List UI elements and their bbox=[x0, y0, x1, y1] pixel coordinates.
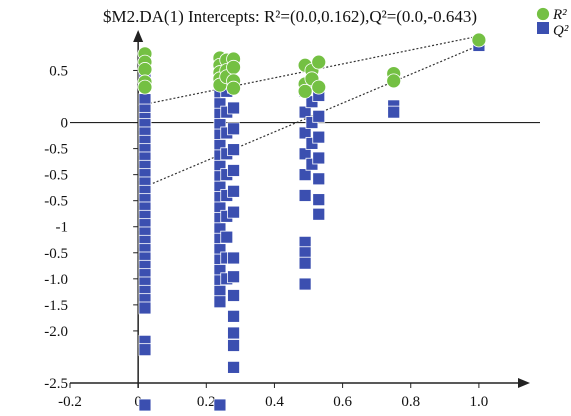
q2-point bbox=[298, 277, 312, 291]
q2-point bbox=[138, 301, 152, 315]
r2-point bbox=[226, 59, 241, 75]
r2-point bbox=[311, 79, 327, 95]
y-tick-label: -1.5 bbox=[44, 298, 68, 314]
q2-point bbox=[312, 109, 326, 123]
y-tick-label: -0.5 bbox=[44, 194, 68, 210]
q2-point bbox=[298, 189, 312, 202]
q2-point bbox=[138, 398, 152, 412]
q2-point bbox=[227, 289, 240, 302]
q2-point bbox=[312, 193, 326, 207]
q2-point bbox=[312, 151, 326, 165]
q2-point bbox=[213, 295, 227, 309]
y-tick-label: 0.5 bbox=[49, 63, 68, 79]
q2-point bbox=[312, 130, 326, 144]
r2-point bbox=[386, 73, 402, 89]
y-tick-label: -1.0 bbox=[44, 272, 68, 288]
y-tick-label: -0.5 bbox=[44, 142, 68, 158]
r2-point bbox=[297, 83, 313, 99]
q2-point bbox=[227, 143, 240, 157]
q2-point bbox=[312, 172, 326, 186]
r2-point bbox=[311, 54, 327, 70]
r2-point bbox=[137, 62, 153, 77]
q2-point bbox=[227, 339, 240, 352]
r2-point bbox=[471, 32, 487, 48]
q2-point bbox=[227, 270, 240, 284]
q2-point bbox=[298, 105, 312, 119]
y-tick-label: -0.5 bbox=[44, 246, 68, 262]
y-tick-label: 0 bbox=[61, 116, 69, 132]
legend-r2-marker bbox=[536, 7, 550, 21]
y-tick-label: -0.5 bbox=[44, 168, 68, 184]
q2-point bbox=[298, 168, 312, 182]
q2-point bbox=[227, 184, 240, 198]
x-tick-label: 0.4 bbox=[265, 394, 284, 410]
x-tick-label: -0.2 bbox=[58, 394, 82, 410]
x-axis-arrow bbox=[518, 378, 530, 388]
r2-point bbox=[226, 80, 241, 96]
y-tick-label: -1 bbox=[56, 220, 69, 236]
x-tick-label: 0.8 bbox=[401, 394, 420, 410]
q2-point bbox=[312, 207, 326, 221]
q2-point bbox=[138, 343, 152, 357]
x-tick-label: 0 bbox=[134, 394, 142, 410]
q2-point bbox=[227, 164, 240, 177]
q2-point bbox=[227, 122, 240, 136]
legend-q2-label: Q² bbox=[553, 23, 569, 39]
x-tick-label: 0.6 bbox=[333, 394, 352, 410]
q2-point bbox=[213, 398, 227, 412]
q2-point bbox=[227, 205, 240, 219]
q2-point bbox=[220, 230, 234, 244]
q2-point bbox=[227, 251, 240, 265]
q2-point bbox=[298, 147, 312, 161]
legend-r2-label: R² bbox=[552, 7, 567, 23]
q2-point bbox=[298, 256, 312, 270]
r2-series bbox=[137, 32, 487, 99]
q2-point bbox=[298, 126, 312, 140]
q2-point bbox=[227, 309, 240, 323]
y-tick-label: -2.0 bbox=[44, 324, 68, 340]
q2-point bbox=[227, 326, 240, 340]
q2-point bbox=[227, 101, 240, 115]
y-axis-arrow bbox=[133, 30, 144, 42]
y-tick-label: -2.5 bbox=[44, 376, 68, 392]
axes: -0.2 0 0.2 0.4 0.6 0.8 1.0 0.5 0 -0.5 -0.5 -0.5 -1 -0… bbox=[44, 30, 540, 410]
q2-point bbox=[387, 105, 401, 119]
legend-q2-marker bbox=[537, 22, 549, 34]
x-tick-label: 0.2 bbox=[197, 394, 216, 410]
x-tick-label: 1.0 bbox=[470, 394, 489, 410]
q2-point bbox=[227, 360, 240, 374]
r2-point bbox=[137, 79, 153, 95]
chart-title: $M2.DA(1) Intercepts: R²=(0.0,0.162),Q²=… bbox=[103, 7, 477, 26]
